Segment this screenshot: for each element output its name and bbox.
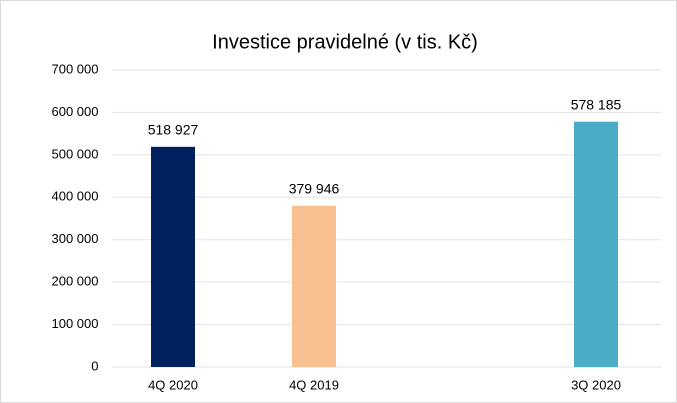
y-tick-label: 200 000 [52,274,99,289]
y-tick-label: 100 000 [52,316,99,331]
bar [574,121,618,368]
y-tick-label: 700 000 [52,61,99,76]
x-tick-label: 3Q 2020 [571,377,621,392]
bar [151,146,195,367]
y-tick-label: 400 000 [52,189,99,204]
x-tick-label: 4Q 2020 [148,377,198,392]
y-tick-label: 600 000 [52,104,99,119]
chart-title: Investice pravidelné (v tis. Kč) [212,31,478,53]
y-tick-label: 500 000 [52,146,99,161]
y-tick-label: 0 [91,358,98,373]
x-tick-label: 4Q 2019 [289,377,339,392]
bar [292,205,336,367]
data-label: 518 927 [148,122,199,138]
data-label: 379 946 [289,180,340,196]
y-tick-label: 300 000 [52,231,99,246]
data-label: 578 185 [571,96,622,112]
